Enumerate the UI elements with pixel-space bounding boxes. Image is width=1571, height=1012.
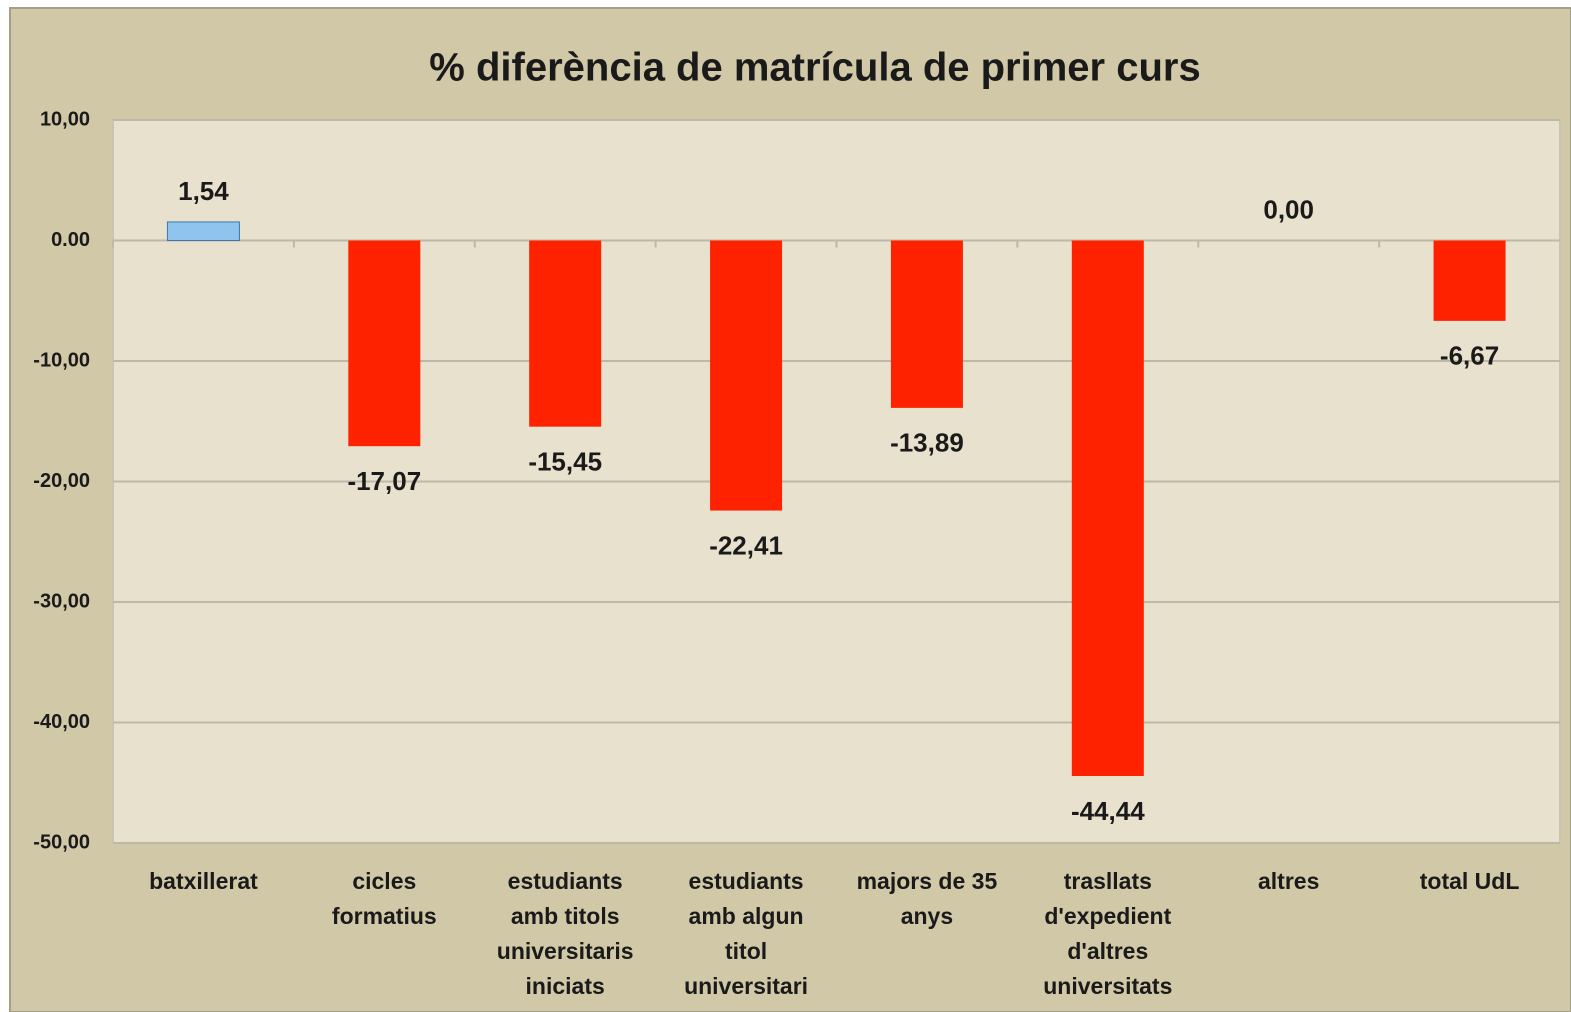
x-tick-label: amb titols — [511, 903, 620, 929]
x-tick-label: majors de 35 — [857, 868, 998, 894]
x-tick-label: d'altres — [1067, 938, 1148, 964]
bar — [710, 240, 783, 511]
x-tick-label: universitari — [684, 973, 808, 999]
x-tick-label: estudiants — [689, 868, 804, 894]
x-tick-label: universitats — [1043, 973, 1172, 999]
y-tick-label: -20,00 — [33, 470, 90, 492]
x-tick-label: anys — [901, 903, 953, 929]
x-tick-label: estudiants — [508, 868, 623, 894]
x-tick-label: titol — [725, 938, 767, 964]
value-label: 1,54 — [178, 176, 229, 206]
x-tick-label: formatius — [332, 903, 437, 929]
x-tick-label: iniciats — [526, 973, 605, 999]
x-tick-label: batxillerat — [149, 868, 258, 894]
chart-title: % diferència de matrícula de primer curs — [429, 46, 1200, 90]
y-tick-label: -40,00 — [33, 711, 90, 733]
y-tick-label: -30,00 — [33, 590, 90, 612]
x-tick-label: cicles — [352, 868, 416, 894]
bar — [890, 240, 963, 408]
x-tick-label: amb algun — [689, 903, 804, 929]
x-tick-label: total UdL — [1420, 868, 1520, 894]
value-label: -17,07 — [347, 466, 421, 496]
x-tick-label: d'expedient — [1044, 903, 1171, 929]
x-tick-label: altres — [1258, 868, 1319, 894]
bar — [1071, 240, 1144, 777]
bar — [166, 221, 240, 241]
y-tick-label: -50,00 — [33, 831, 90, 853]
value-label: -22,41 — [709, 530, 783, 560]
y-tick-label: -10,00 — [33, 349, 90, 371]
y-tick-label: 10,00 — [40, 108, 90, 130]
x-tick-label: trasllats — [1064, 868, 1152, 894]
bar — [529, 240, 602, 427]
bar — [1433, 240, 1506, 321]
bar — [348, 240, 421, 447]
value-label: 0,00 — [1263, 194, 1314, 224]
value-label: -44,44 — [1071, 796, 1145, 826]
value-label: -15,45 — [528, 447, 602, 477]
value-label: -13,89 — [890, 428, 964, 458]
x-tick-label: universitaris — [497, 938, 634, 964]
value-label: -6,67 — [1440, 341, 1499, 371]
y-tick-label: 0.00 — [51, 229, 90, 251]
